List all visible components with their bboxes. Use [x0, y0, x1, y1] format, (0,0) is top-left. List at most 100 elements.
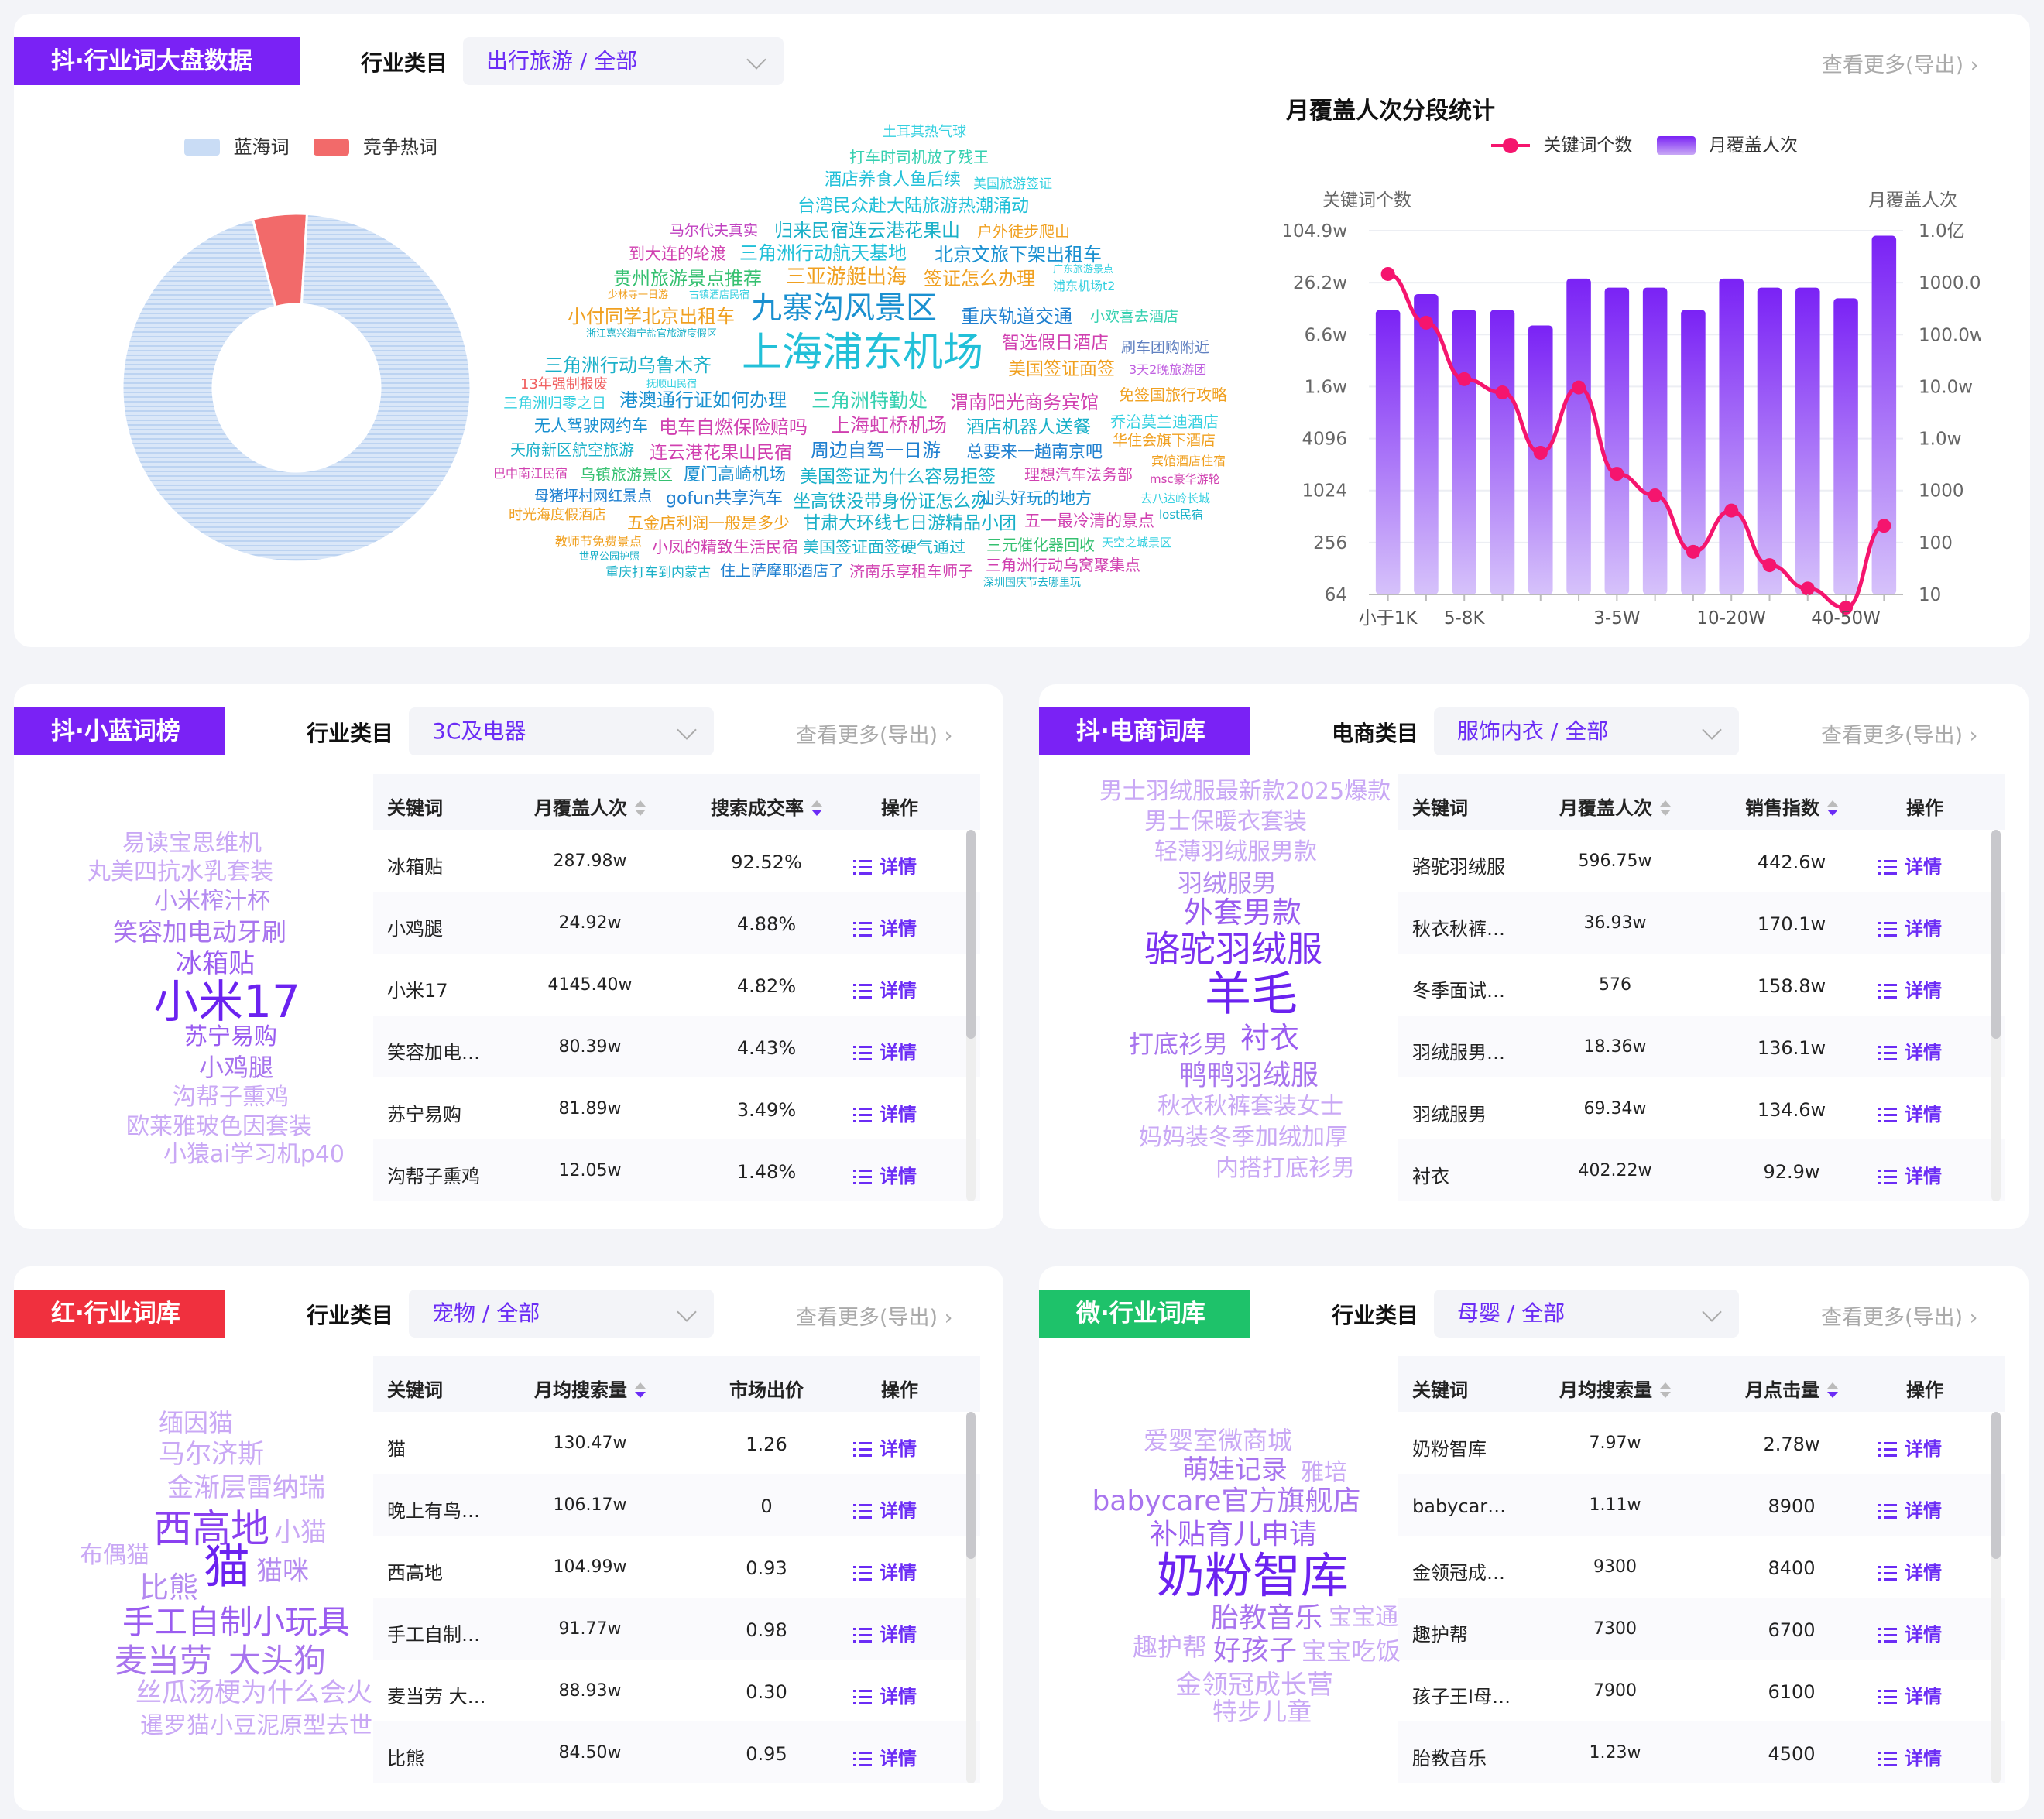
detail-link[interactable]: 详情 — [853, 1743, 917, 1770]
cloud-word[interactable]: 萌娃记录 — [1182, 1454, 1288, 1485]
column-header[interactable]: 销售指数 — [1706, 793, 1877, 820]
line-point[interactable] — [1724, 503, 1739, 518]
cloud-word[interactable]: 港澳通行证如何办理 — [619, 389, 787, 411]
cloud-word[interactable]: 归来民宿连云港花果山 — [774, 220, 960, 242]
cloud-word[interactable]: 世界公园护照 — [579, 551, 640, 563]
bar-coverage[interactable] — [1566, 278, 1591, 594]
cloud-word[interactable]: 浙江嘉兴海宁盐官旅游度假区 — [586, 328, 718, 340]
cloud-word[interactable]: 三角洲归零之日 — [503, 395, 607, 412]
cloud-word[interactable]: 宾馆酒店住宿 — [1151, 454, 1226, 468]
cloud-word[interactable]: 天空之城景区 — [1102, 536, 1172, 550]
cloud-word[interactable]: 酒店机器人送餐 — [966, 417, 1091, 437]
cloud-word[interactable]: 天府新区航空旅游 — [510, 440, 634, 459]
detail-link[interactable]: 详情 — [853, 1681, 917, 1708]
cloud-word[interactable]: 苏宁易购 — [184, 1023, 277, 1050]
cloud-word[interactable]: 猫咪 — [256, 1556, 309, 1587]
cloud-word[interactable]: 笑容加电动牙刷 — [112, 917, 287, 947]
cloud-word[interactable]: 广东旅游景点 — [1053, 264, 1114, 276]
cloud-word[interactable]: 厦门高崎机场 — [684, 465, 787, 485]
line-point[interactable] — [1762, 558, 1777, 573]
bar-coverage[interactable] — [1719, 278, 1744, 594]
cloud-word[interactable]: 小米17 — [153, 975, 300, 1028]
cloud-word[interactable]: 沟帮子熏鸡 — [173, 1084, 289, 1111]
cloud-word[interactable]: 小欢喜去酒店 — [1090, 308, 1179, 325]
line-point[interactable] — [1457, 372, 1472, 386]
category-select[interactable]: 母婴 / 全部 — [1434, 1290, 1739, 1338]
line-point[interactable] — [1418, 315, 1433, 330]
cloud-word[interactable]: 古镇酒店民宿 — [689, 289, 750, 301]
cloud-word[interactable]: 手工自制小玩具 — [122, 1603, 351, 1641]
cloud-word[interactable]: 易读宝思维机 — [122, 830, 262, 857]
detail-link[interactable]: 详情 — [853, 913, 917, 940]
cloud-word[interactable]: 小猫 — [274, 1517, 327, 1548]
column-header[interactable]: 月覆盖人次 — [1538, 793, 1692, 820]
sort-desc-icon[interactable] — [1826, 1381, 1838, 1401]
line-point[interactable] — [1380, 266, 1395, 281]
cloud-word[interactable]: 坐高铁没带身份证怎么办 — [793, 492, 989, 512]
scrollbar[interactable] — [966, 830, 976, 1201]
cloud-word[interactable]: 马尔济斯 — [159, 1439, 264, 1470]
cloud-word[interactable]: 小凤的精致生活民宿 — [652, 538, 798, 557]
cloud-word[interactable]: 羊毛 — [1205, 968, 1298, 1022]
cloud-word[interactable]: 雅培 — [1301, 1459, 1347, 1486]
line-point[interactable] — [1877, 519, 1891, 533]
line-point[interactable] — [1495, 385, 1510, 400]
cloud-word[interactable]: 华住会旗下酒店 — [1113, 432, 1216, 449]
bar-coverage[interactable] — [1490, 310, 1515, 594]
cloud-word[interactable]: 大头狗 — [228, 1642, 327, 1680]
cloud-word[interactable]: 宝宝吃饭 — [1301, 1636, 1401, 1666]
cloud-word[interactable]: 趣护帮 — [1132, 1632, 1208, 1662]
detail-link[interactable]: 详情 — [853, 851, 917, 879]
cloud-word[interactable]: 奶粉智库 — [1156, 1547, 1350, 1604]
line-point[interactable] — [1572, 380, 1586, 395]
cloud-word[interactable]: 西高地 — [153, 1506, 269, 1551]
detail-link[interactable]: 详情 — [1878, 1434, 1942, 1461]
column-header[interactable]: 月均搜索量 — [513, 1375, 667, 1402]
detail-link[interactable]: 详情 — [853, 1161, 917, 1188]
cloud-word[interactable]: 北京文旅下架出租车 — [935, 244, 1102, 265]
view-more-export-link[interactable]: 查看更多(导出) › — [1822, 48, 1978, 78]
cloud-word[interactable]: 理想汽车法务部 — [1024, 465, 1133, 484]
cloud-word[interactable]: 特步儿童 — [1212, 1697, 1312, 1726]
sort-desc-icon[interactable] — [633, 1381, 646, 1401]
cloud-word[interactable]: 宝宝通 — [1329, 1604, 1398, 1631]
bar-coverage[interactable] — [1833, 298, 1858, 594]
detail-link[interactable]: 详情 — [853, 975, 917, 1002]
bar-coverage[interactable] — [1642, 287, 1668, 594]
detail-link[interactable]: 详情 — [1878, 1743, 1942, 1770]
cloud-word[interactable]: 重庆轨道交通 — [961, 306, 1072, 327]
cloud-word[interactable]: 乔治莫兰迪酒店 — [1110, 413, 1219, 431]
line-point[interactable] — [1648, 488, 1662, 502]
line-point[interactable] — [1610, 467, 1624, 481]
cloud-word[interactable]: 无人驾驶网约车 — [534, 416, 648, 435]
cloud-word[interactable]: 土耳其热气球 — [883, 124, 966, 140]
detail-link[interactable]: 详情 — [1878, 851, 1942, 879]
cloud-word[interactable]: 时光海度假酒店 — [509, 507, 606, 523]
cloud-word[interactable]: 三亚游艇出海 — [786, 265, 907, 289]
detail-link[interactable]: 详情 — [1878, 1619, 1942, 1646]
cloud-word[interactable]: 深圳国庆节去哪里玩 — [983, 577, 1081, 589]
cloud-word[interactable]: 小鸡腿 — [198, 1053, 274, 1082]
cloud-word[interactable]: 母猪坪村网红景点 — [534, 488, 653, 505]
detail-link[interactable]: 详情 — [1878, 1681, 1942, 1708]
cloud-word[interactable]: 男士保暖衣套装 — [1144, 808, 1307, 835]
cloud-word[interactable]: 比熊 — [139, 1571, 199, 1605]
cloud-word[interactable]: 酒店养食人鱼后续 — [825, 170, 962, 190]
scrollbar[interactable] — [1991, 1412, 2001, 1783]
detail-link[interactable]: 详情 — [853, 1099, 917, 1126]
cloud-word[interactable]: 汕头好玩的地方 — [978, 489, 1092, 508]
sort-desc-icon[interactable] — [1826, 799, 1838, 819]
cloud-word[interactable]: 巴中南江民宿 — [493, 466, 568, 481]
line-point[interactable] — [1533, 445, 1548, 460]
bar-coverage[interactable] — [1452, 310, 1476, 594]
scrollbar[interactable] — [966, 1412, 976, 1783]
cloud-word[interactable]: 丸美四抗水乳套装 — [87, 858, 273, 886]
detail-link[interactable]: 详情 — [1878, 1557, 1942, 1584]
cloud-word[interactable]: 男士羽绒服最新款2025爆款 — [1099, 778, 1391, 805]
bar-coverage[interactable] — [1795, 287, 1820, 594]
cloud-word[interactable]: 金领冠成长营 — [1175, 1670, 1333, 1701]
cloud-word[interactable]: 骆驼羽绒服 — [1144, 928, 1322, 970]
cloud-word[interactable]: 3天2晚旅游团 — [1129, 362, 1207, 377]
column-header[interactable]: 搜索成交率 — [681, 793, 852, 820]
cloud-word[interactable]: 三元催化器回收 — [986, 536, 1095, 554]
